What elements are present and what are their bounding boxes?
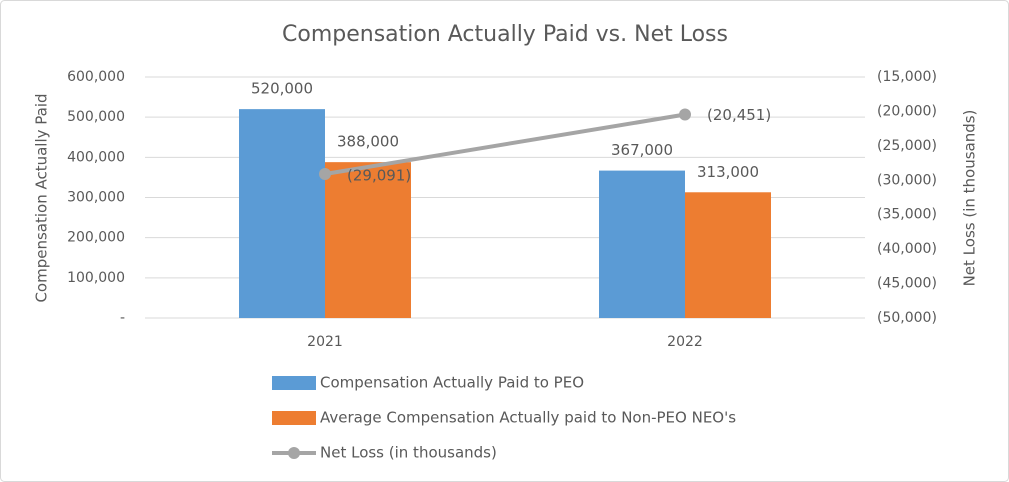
y2-tick-label: (30,000) [877, 172, 937, 188]
bar-value-label: 388,000 [337, 133, 399, 151]
y-tick-label: 100,000 [67, 270, 125, 286]
x-tick-label: 2022 [667, 334, 703, 350]
y2-tick-label: (35,000) [877, 207, 937, 223]
y2-tick-label: (45,000) [877, 276, 937, 292]
y-tick-label: 500,000 [67, 109, 125, 125]
y2-tick-label: (40,000) [877, 241, 937, 257]
legend-label: Net Loss (in thousands) [320, 444, 497, 462]
bar [325, 162, 411, 318]
y2-tick-label: (50,000) [877, 310, 937, 326]
legend-swatch [272, 376, 316, 390]
bar-value-label: 520,000 [251, 80, 313, 98]
y2-axis-title: Net Loss (in thousands) [961, 110, 979, 287]
y2-tick-label: (20,000) [877, 103, 937, 119]
legend-label: Average Compensation Actually paid to No… [320, 409, 736, 427]
line-value-label: (29,091) [347, 167, 411, 185]
bar [685, 192, 771, 318]
y-tick-label: 600,000 [67, 69, 125, 85]
y-axis-title: Compensation Actually Paid [33, 93, 51, 302]
line-value-label: (20,451) [707, 106, 771, 124]
y-tick-label: 300,000 [67, 190, 125, 206]
bar-value-label: 367,000 [611, 141, 673, 159]
y-tick-label: - [120, 310, 125, 326]
chart-title: Compensation Actually Paid vs. Net Loss [282, 22, 728, 47]
bar [239, 109, 325, 318]
y2-tick-label: (15,000) [877, 69, 937, 85]
line-marker [679, 108, 691, 121]
x-tick-label: 2021 [307, 334, 343, 350]
line [324, 112, 686, 177]
legend-label: Compensation Actually Paid to PEO [320, 374, 584, 392]
legend-swatch [272, 411, 316, 425]
bar-value-label: 313,000 [697, 163, 759, 181]
line-marker [319, 168, 331, 181]
y2-tick-label: (25,000) [877, 138, 937, 154]
bar [599, 170, 685, 318]
y-tick-label: 200,000 [67, 230, 125, 246]
y-tick-label: 400,000 [67, 149, 125, 165]
legend-swatch [288, 447, 300, 459]
